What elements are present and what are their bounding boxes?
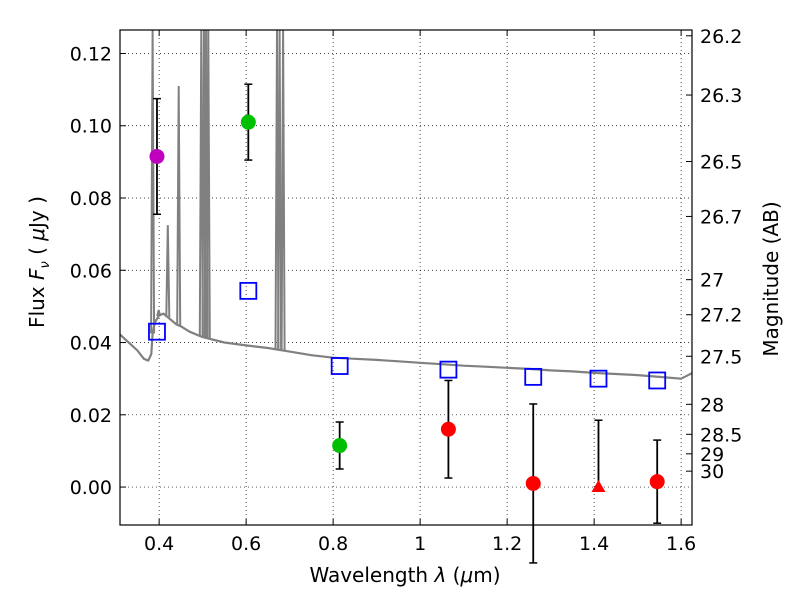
magnitude-tick-label: 28.5 bbox=[700, 424, 742, 446]
purple-band-marker bbox=[149, 148, 165, 164]
x-tick-label: 0.8 bbox=[318, 533, 348, 555]
y-tick-label: 0.00 bbox=[70, 477, 112, 499]
x-tick-label: 0.4 bbox=[144, 533, 174, 555]
red-band-2-marker bbox=[525, 475, 541, 491]
x-tick-label: 1.4 bbox=[579, 533, 609, 555]
magnitude-tick-label: 27 bbox=[700, 270, 724, 292]
y-tick-label: 0.12 bbox=[70, 43, 112, 65]
observed-photometry-points bbox=[149, 114, 665, 493]
magnitude-tick-label: 26.3 bbox=[700, 85, 742, 107]
error-bars bbox=[152, 83, 662, 564]
red-band-1-marker bbox=[440, 421, 456, 437]
emission-line bbox=[176, 85, 182, 326]
x-tick-label: 1 bbox=[414, 533, 426, 555]
magnitude-tick-label: 26.5 bbox=[700, 152, 742, 174]
magnitude-tick-label: 27.5 bbox=[700, 346, 742, 368]
model-square bbox=[524, 367, 543, 386]
magnitude-tick-label: 29 bbox=[700, 444, 724, 466]
y-tick-label: 0.06 bbox=[70, 260, 112, 282]
y-tick-label: 0.04 bbox=[70, 333, 112, 355]
x-tick-label: 1.2 bbox=[492, 533, 522, 555]
y-tick-label: 0.08 bbox=[70, 188, 112, 210]
emission-line bbox=[165, 225, 171, 318]
y-tick-label: 0.10 bbox=[70, 116, 112, 138]
emission-line bbox=[156, 309, 162, 317]
red-upper-limit-marker bbox=[591, 480, 606, 493]
model-square bbox=[239, 281, 258, 300]
emission-line bbox=[280, 29, 286, 351]
emission-line bbox=[150, 29, 156, 334]
model-square bbox=[648, 371, 667, 390]
red-band-3-marker bbox=[649, 474, 665, 490]
x-tick-label: 1.6 bbox=[666, 533, 696, 555]
model-square bbox=[148, 322, 166, 341]
axis-ticks: 0.4 0.6 0.8 1 1.2 1.4 1.6 0.00 0.02 0.04 0.06 0.08 0… bbox=[70, 26, 743, 555]
secondary-y-axis-label: Magnitude (AB) bbox=[759, 201, 783, 356]
plot-frame bbox=[119, 29, 693, 526]
y-axis-label: Flux Fν ( μJy ) bbox=[25, 196, 53, 328]
magnitude-tick-label: 27.2 bbox=[700, 305, 742, 327]
magnitude-tick-label: 26.7 bbox=[700, 206, 742, 228]
green-band-1-marker bbox=[240, 114, 256, 130]
model-square bbox=[330, 357, 349, 375]
magnitude-tick-label: 26.2 bbox=[700, 26, 742, 48]
model-photometry-points bbox=[148, 281, 667, 390]
model-spectrum bbox=[119, 29, 693, 380]
x-tick-label: 0.6 bbox=[231, 533, 261, 555]
magnitude-tick-label: 28 bbox=[700, 394, 724, 416]
model-square bbox=[439, 360, 458, 379]
x-axis-label: Wavelength λ (μm) bbox=[309, 563, 500, 587]
model-square bbox=[589, 369, 608, 388]
magnitude-tick-label: 30 bbox=[700, 461, 724, 483]
emission-line bbox=[277, 29, 283, 350]
y-tick-label: 0.02 bbox=[70, 405, 112, 427]
green-band-2-marker bbox=[332, 438, 348, 454]
